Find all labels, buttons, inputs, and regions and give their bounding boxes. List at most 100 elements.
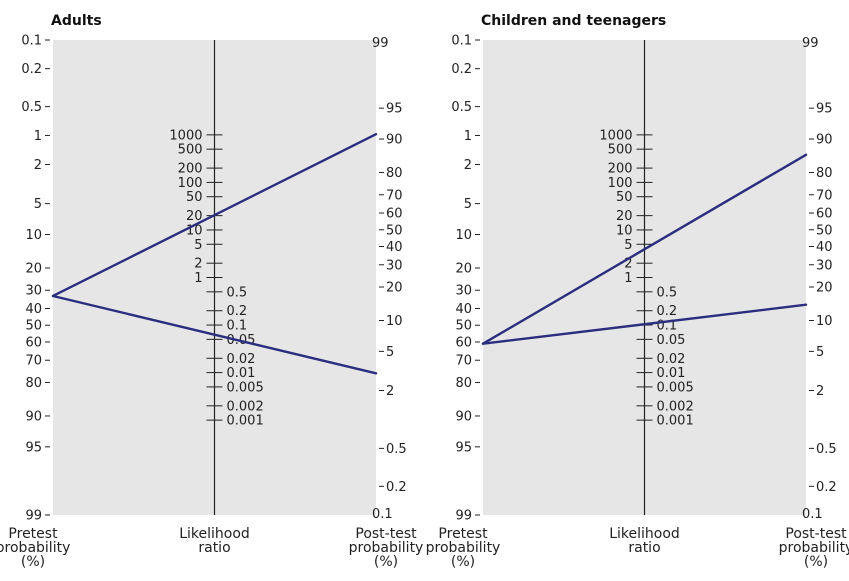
pretest-axis-title-line: (%) bbox=[451, 554, 475, 570]
posttest-tick-label: 60 bbox=[816, 207, 833, 222]
pretest-tick-label: 80 bbox=[455, 376, 472, 391]
posttest-tick-label: 10 bbox=[386, 314, 403, 329]
likelihood-ratio-tick-label: 100 bbox=[178, 176, 203, 191]
pretest-axis-title-line: Pretest bbox=[438, 526, 488, 542]
pretest-tick-label: 0.5 bbox=[451, 100, 472, 115]
likelihood-ratio-tick-label: 1000 bbox=[169, 128, 202, 143]
likelihood-ratio-tick-label: 200 bbox=[178, 162, 203, 177]
likelihood-ratio-tick-label: 50 bbox=[616, 190, 633, 205]
posttest-tick-label: 90 bbox=[386, 133, 403, 148]
pretest-tick-label: 0.1 bbox=[21, 34, 42, 49]
posttest-tick-label: 2 bbox=[816, 384, 824, 399]
posttest-tick-label: 40 bbox=[386, 240, 403, 255]
posttest-axis-title-line: Post-test bbox=[355, 526, 417, 542]
posttest-tick-label: 95 bbox=[386, 102, 403, 117]
likelihood-ratio-tick-label: 0.005 bbox=[657, 380, 694, 395]
likelihood-ratio-tick-label: 5 bbox=[624, 238, 632, 253]
likelihood-ratio-axis-title-line: ratio bbox=[198, 540, 230, 556]
pretest-tick-label: 60 bbox=[25, 335, 42, 350]
pretest-tick-label: 1 bbox=[34, 129, 42, 144]
pretest-tick-label: 99 bbox=[455, 509, 472, 524]
likelihood-ratio-tick-label: 0.1 bbox=[227, 319, 248, 334]
posttest-tick-label: 0.5 bbox=[386, 442, 407, 457]
pretest-tick-label: 1 bbox=[464, 129, 472, 144]
likelihood-ratio-tick-label: 0.002 bbox=[657, 399, 694, 414]
likelihood-ratio-tick-label: 0.2 bbox=[657, 304, 678, 319]
likelihood-ratio-tick-label: 0.01 bbox=[227, 366, 256, 381]
pretest-tick-label: 99 bbox=[25, 509, 42, 524]
likelihood-ratio-tick-label: 500 bbox=[178, 143, 203, 158]
pretest-tick-label: 70 bbox=[455, 354, 472, 369]
posttest-tick-label: 80 bbox=[386, 166, 403, 181]
likelihood-ratio-axis-title-line: Likelihood bbox=[179, 526, 250, 542]
posttest-tick-label: 95 bbox=[816, 102, 833, 117]
pretest-tick-label: 0.1 bbox=[451, 34, 472, 49]
likelihood-ratio-tick-label: 20 bbox=[186, 209, 203, 224]
posttest-tick-label: 60 bbox=[386, 207, 403, 222]
likelihood-ratio-tick-label: 0.001 bbox=[657, 414, 694, 429]
likelihood-ratio-axis-title-line: Likelihood bbox=[609, 526, 680, 542]
likelihood-ratio-tick-label: 0.002 bbox=[227, 399, 264, 414]
posttest-tick-label: 20 bbox=[816, 281, 833, 296]
nomogram-line-2 bbox=[481, 303, 808, 345]
pretest-axis-title-line: (%) bbox=[21, 554, 45, 570]
posttest-tick-label: 2 bbox=[386, 384, 394, 399]
pretest-tick-label: 80 bbox=[25, 376, 42, 391]
pretest-tick-label: 50 bbox=[455, 319, 472, 334]
pretest-tick-label: 30 bbox=[455, 284, 472, 299]
pretest-tick-label: 40 bbox=[25, 302, 42, 317]
posttest-tick-label: 20 bbox=[386, 281, 403, 296]
pretest-tick-label: 20 bbox=[455, 261, 472, 276]
likelihood-ratio-tick-label: 2 bbox=[194, 257, 202, 272]
likelihood-ratio-tick-label: 100 bbox=[608, 176, 633, 191]
likelihood-ratio-tick-label: 200 bbox=[608, 162, 633, 177]
nomogram-line-2 bbox=[51, 294, 378, 375]
panel-title: Children and teenagers bbox=[481, 13, 666, 29]
likelihood-ratio-axis-title: Likelihood ratio bbox=[609, 526, 680, 556]
posttest-tick-label: 40 bbox=[816, 240, 833, 255]
posttest-tick-label: 30 bbox=[816, 258, 833, 273]
pretest-axis-title: Pretest probability (%) bbox=[0, 526, 70, 570]
posttest-tick-label: 50 bbox=[816, 223, 833, 238]
pretest-tick-label: 0.2 bbox=[21, 62, 42, 77]
likelihood-ratio-tick-label: 0.2 bbox=[227, 304, 248, 319]
likelihood-ratio-tick-label: 500 bbox=[608, 143, 633, 158]
pretest-tick-label: 0.2 bbox=[451, 62, 472, 77]
posttest-tick-label: 30 bbox=[386, 258, 403, 273]
pretest-tick-label: 5 bbox=[464, 197, 472, 212]
posttest-tick-label: 99 bbox=[372, 36, 389, 51]
likelihood-ratio-tick-label: 0.02 bbox=[227, 352, 256, 367]
pretest-tick-label: 90 bbox=[455, 409, 472, 424]
pretest-tick-label: 0.5 bbox=[21, 100, 42, 115]
posttest-tick-label: 0.1 bbox=[372, 507, 393, 522]
likelihood-ratio-tick-label: 0.005 bbox=[227, 380, 264, 395]
likelihood-ratio-tick-label: 50 bbox=[186, 190, 203, 205]
pretest-axis-title-line: probability bbox=[426, 540, 501, 556]
nomogram-line-1 bbox=[51, 133, 378, 298]
likelihood-ratio-tick-label: 0.02 bbox=[657, 352, 686, 367]
likelihood-ratio-tick-label: 0.01 bbox=[657, 366, 686, 381]
pretest-tick-label: 50 bbox=[25, 319, 42, 334]
posttest-axis-title-line: (%) bbox=[804, 554, 828, 570]
nomogram-panel-1: Adults0.10.20.51251020304050607080909599… bbox=[0, 13, 423, 570]
pretest-tick-label: 2 bbox=[464, 158, 472, 173]
posttest-tick-label: 99 bbox=[802, 36, 819, 51]
pretest-axis-title-line: Pretest bbox=[8, 526, 58, 542]
likelihood-ratio-tick-label: 1 bbox=[624, 271, 632, 286]
pretest-tick-label: 10 bbox=[25, 228, 42, 243]
pretest-tick-label: 40 bbox=[455, 302, 472, 317]
likelihood-ratio-axis-title-line: ratio bbox=[628, 540, 660, 556]
posttest-tick-label: 90 bbox=[816, 133, 833, 148]
posttest-tick-label: 70 bbox=[816, 188, 833, 203]
posttest-tick-label: 0.1 bbox=[802, 507, 823, 522]
posttest-tick-label: 0.2 bbox=[386, 480, 407, 495]
posttest-tick-label: 0.5 bbox=[816, 442, 837, 457]
pretest-tick-label: 30 bbox=[25, 284, 42, 299]
posttest-axis-title-line: Post-test bbox=[785, 526, 847, 542]
pretest-axis-title: Pretest probability (%) bbox=[426, 526, 501, 570]
pretest-tick-label: 20 bbox=[25, 261, 42, 276]
pretest-tick-label: 70 bbox=[25, 354, 42, 369]
pretest-tick-label: 60 bbox=[455, 335, 472, 350]
likelihood-ratio-tick-label: 0.001 bbox=[227, 414, 264, 429]
